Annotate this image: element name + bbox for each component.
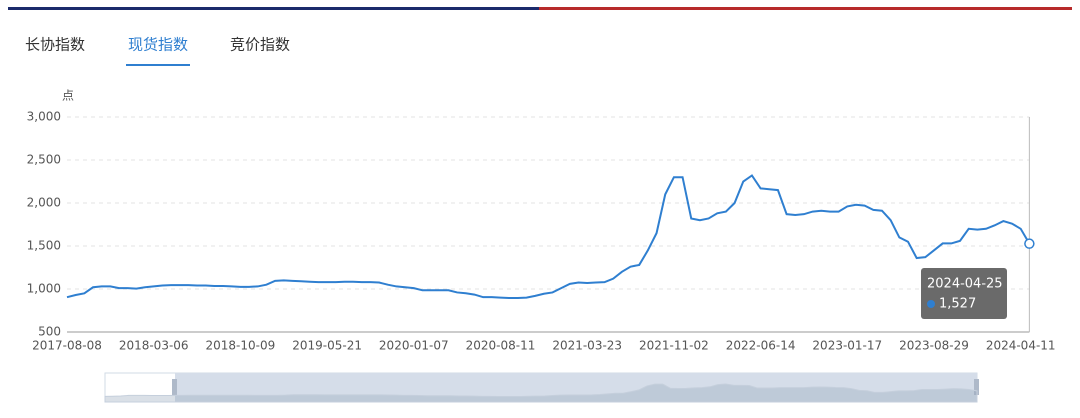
zoom-handle[interactable]	[172, 379, 177, 395]
x-tick-label: 2020-01-07	[379, 339, 449, 353]
hover-point	[1024, 238, 1035, 249]
y-tick-label: 2,000	[27, 196, 61, 210]
y-unit: 点	[62, 89, 74, 103]
x-tick-label: 2018-10-09	[206, 339, 276, 353]
tooltip-value: 1,527	[939, 297, 976, 312]
top-bar	[539, 7, 1072, 10]
tooltip-box	[921, 268, 1007, 319]
line	[66, 174, 1031, 300]
x-tick-label: 2019-05-21	[292, 339, 362, 353]
top-bar	[8, 7, 539, 10]
x-tick-label: 2018-03-06	[119, 339, 189, 353]
y-tick-label: 3,000	[27, 110, 61, 124]
y-tick-label: 2,500	[27, 153, 61, 167]
y-tick-label: 1,000	[27, 282, 61, 296]
tab[interactable]: 竞价指数	[230, 36, 290, 54]
zoom-preview	[104, 383, 978, 403]
tooltip-date: 2024-04-25	[927, 277, 1003, 292]
x-tick-label: 2020-08-11	[466, 339, 536, 353]
x-tick-label: 2021-11-02	[639, 339, 709, 353]
tooltip-dot	[927, 300, 935, 308]
tab-underline	[126, 64, 190, 66]
tab[interactable]: 长协指数	[25, 36, 85, 54]
x-tick-label: 2023-08-29	[899, 339, 969, 353]
x-tick-label: 2022-06-14	[726, 339, 796, 353]
x-tick-label: 2017-08-08	[32, 339, 102, 353]
x-tick-label: 2024-04-11	[986, 339, 1056, 353]
y-tick-label: 500	[38, 325, 61, 339]
y-tick-label: 1,500	[27, 239, 61, 253]
x-tick-label: 2023-01-17	[812, 339, 882, 353]
x-tick-label: 2021-03-23	[552, 339, 622, 353]
tooltip: 2024-04-25 1,527	[921, 268, 1007, 319]
tab[interactable]: 现货指数	[128, 36, 188, 54]
zoom-handle[interactable]	[974, 379, 979, 395]
